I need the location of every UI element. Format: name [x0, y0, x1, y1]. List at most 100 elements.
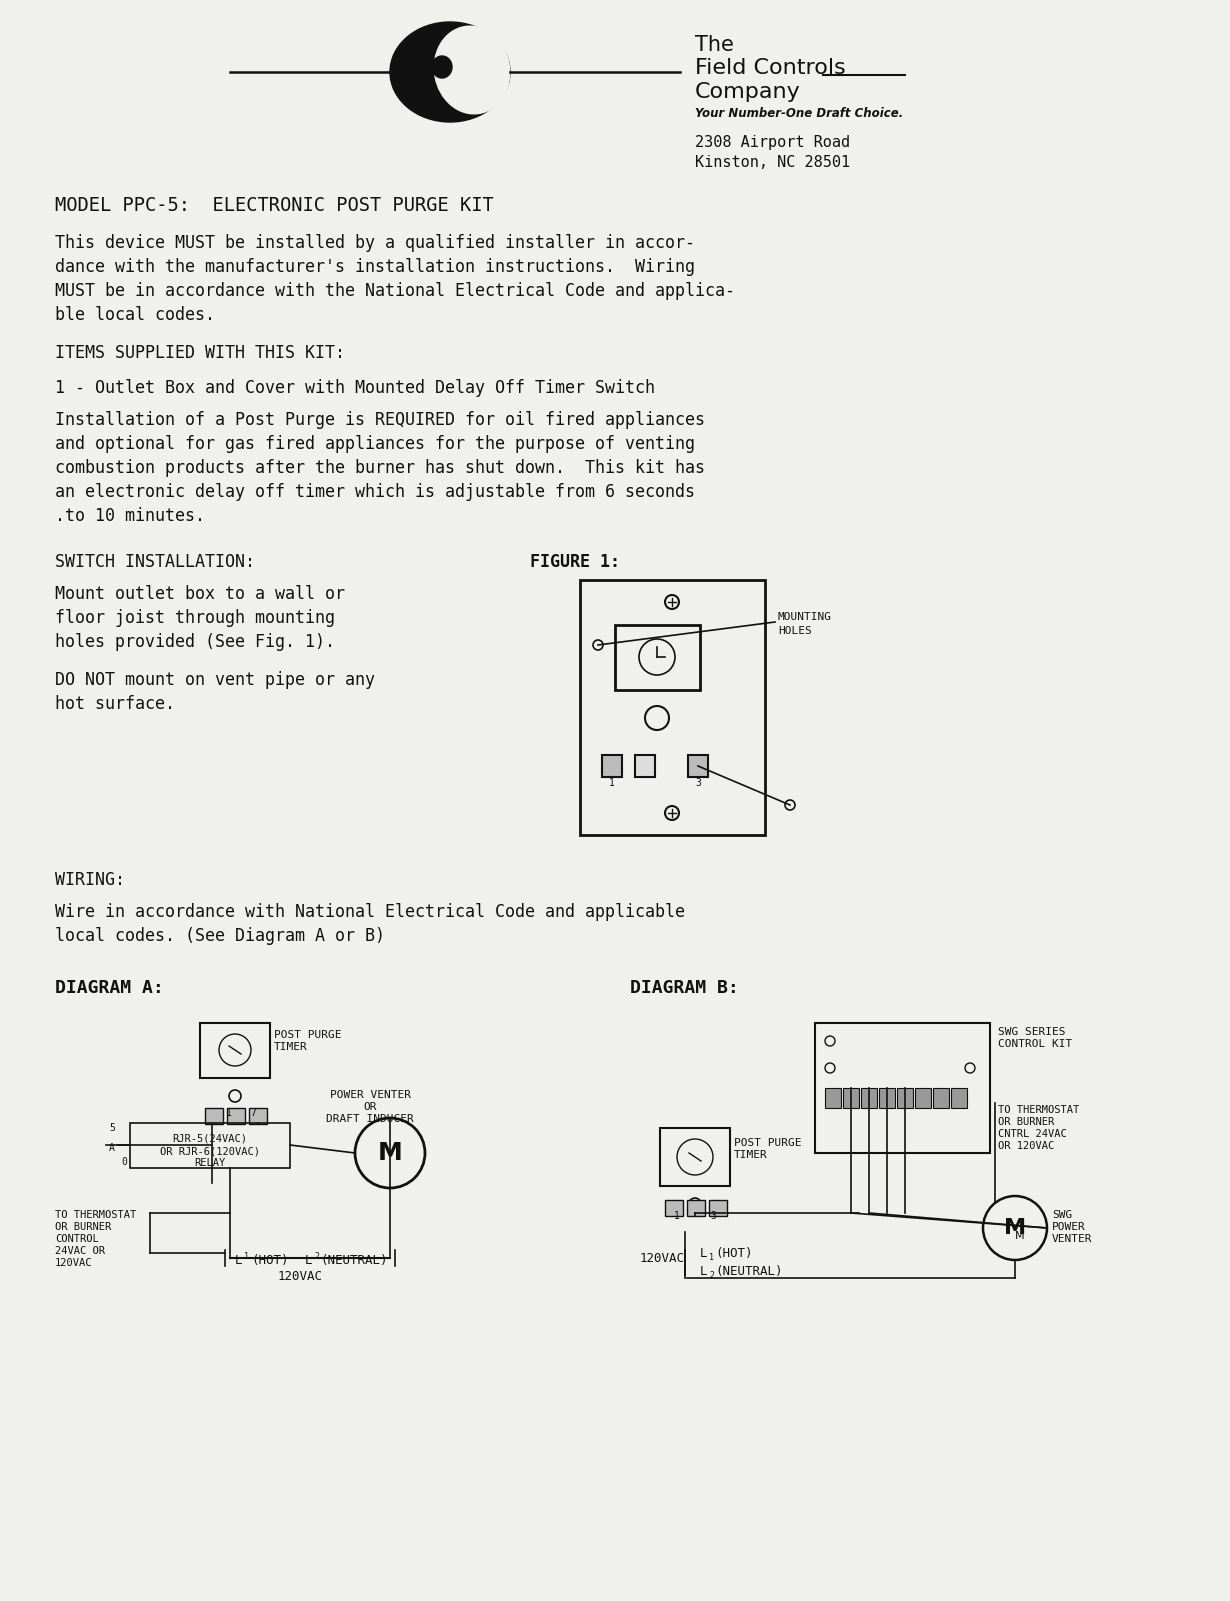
- Text: TO THERMOSTAT: TO THERMOSTAT: [55, 1210, 137, 1220]
- Text: DRAFT INDUCER: DRAFT INDUCER: [326, 1114, 413, 1124]
- Text: CONTROL KIT: CONTROL KIT: [998, 1039, 1073, 1049]
- Bar: [130, 1122, 290, 1169]
- Text: (NEUTRAL): (NEUTRAL): [320, 1254, 387, 1266]
- Text: (NEUTRAL): (NEUTRAL): [715, 1265, 782, 1278]
- Text: POST PURGE: POST PURGE: [274, 1029, 342, 1041]
- Text: FIGURE 1:: FIGURE 1:: [530, 552, 620, 572]
- Ellipse shape: [432, 56, 451, 78]
- Text: 0: 0: [121, 1158, 127, 1167]
- Text: 2: 2: [314, 1252, 319, 1260]
- Text: CNTRL 24VAC: CNTRL 24VAC: [998, 1129, 1066, 1138]
- Text: an electronic delay off timer which is adjustable from 6 seconds: an electronic delay off timer which is a…: [55, 484, 695, 501]
- Text: OR: OR: [363, 1101, 376, 1113]
- Text: ITEMS SUPPLIED WITH THIS KIT:: ITEMS SUPPLIED WITH THIS KIT:: [55, 344, 344, 362]
- Text: 2: 2: [708, 1271, 713, 1279]
- Text: DO NOT mount on vent pipe or any: DO NOT mount on vent pipe or any: [55, 671, 375, 688]
- Bar: [615, 624, 700, 690]
- Text: L: L: [700, 1265, 707, 1278]
- Bar: [581, 580, 765, 836]
- Text: 1 - Outlet Box and Cover with Mounted Delay Off Timer Switch: 1 - Outlet Box and Cover with Mounted De…: [55, 379, 656, 397]
- Text: Installation of a Post Purge is REQUIRED for oil fired appliances: Installation of a Post Purge is REQUIRED…: [55, 411, 705, 429]
- Text: POWER: POWER: [1052, 1222, 1086, 1233]
- Bar: [897, 1089, 913, 1108]
- Text: A: A: [109, 1143, 114, 1153]
- Ellipse shape: [434, 26, 509, 114]
- Text: TIMER: TIMER: [274, 1042, 308, 1052]
- Text: floor joist through mounting: floor joist through mounting: [55, 608, 335, 628]
- Text: RELAY: RELAY: [194, 1158, 225, 1169]
- Text: 120VAC: 120VAC: [278, 1270, 322, 1282]
- Text: and optional for gas fired appliances for the purpose of venting: and optional for gas fired appliances fo…: [55, 435, 695, 453]
- Text: OR RJR-6(120VAC): OR RJR-6(120VAC): [160, 1146, 260, 1156]
- Text: This device MUST be installed by a qualified installer in accor-: This device MUST be installed by a quali…: [55, 234, 695, 251]
- Text: local codes. (See Diagram A or B): local codes. (See Diagram A or B): [55, 927, 385, 945]
- Text: POST PURGE: POST PURGE: [734, 1138, 802, 1148]
- Text: POWER VENTER: POWER VENTER: [330, 1090, 411, 1100]
- Text: hot surface.: hot surface.: [55, 695, 175, 712]
- Text: 120VAC: 120VAC: [55, 1258, 92, 1268]
- Bar: [200, 1023, 271, 1077]
- Text: L: L: [305, 1254, 312, 1266]
- Text: L: L: [235, 1254, 242, 1266]
- Text: 2308 Airport Road: 2308 Airport Road: [695, 134, 850, 149]
- Text: 24VAC OR: 24VAC OR: [55, 1246, 105, 1257]
- Text: 5: 5: [109, 1122, 114, 1134]
- Bar: [815, 1023, 990, 1153]
- Text: The: The: [695, 35, 734, 54]
- Bar: [228, 1108, 245, 1124]
- Text: M: M: [378, 1142, 402, 1166]
- Text: RJR-5(24VAC): RJR-5(24VAC): [172, 1134, 247, 1143]
- Text: MODEL PPC-5:  ELECTRONIC POST PURGE KIT: MODEL PPC-5: ELECTRONIC POST PURGE KIT: [55, 195, 493, 215]
- Ellipse shape: [390, 22, 510, 122]
- Text: CONTROL: CONTROL: [55, 1234, 98, 1244]
- Bar: [635, 756, 656, 776]
- Text: dance with the manufacturer's installation instructions.  Wiring: dance with the manufacturer's installati…: [55, 258, 695, 275]
- Text: 1: 1: [609, 778, 615, 788]
- Bar: [601, 756, 622, 776]
- Text: TO THERMOSTAT: TO THERMOSTAT: [998, 1105, 1079, 1114]
- Text: Kinston, NC 28501: Kinston, NC 28501: [695, 155, 850, 170]
- Text: 1: 1: [674, 1210, 680, 1222]
- Bar: [688, 1201, 705, 1217]
- Text: Wire in accordance with National Electrical Code and applicable: Wire in accordance with National Electri…: [55, 903, 685, 921]
- Bar: [248, 1108, 267, 1124]
- Bar: [879, 1089, 895, 1108]
- Text: TIMER: TIMER: [734, 1150, 768, 1161]
- Text: MUST be in accordance with the National Electrical Code and applica-: MUST be in accordance with the National …: [55, 282, 736, 299]
- Bar: [661, 1129, 729, 1186]
- Text: 7: 7: [250, 1108, 256, 1117]
- Text: DIAGRAM A:: DIAGRAM A:: [55, 978, 164, 997]
- Text: 1: 1: [708, 1252, 713, 1262]
- Bar: [665, 1201, 683, 1217]
- Bar: [708, 1201, 727, 1217]
- Bar: [843, 1089, 859, 1108]
- Text: 1: 1: [226, 1108, 232, 1117]
- Bar: [915, 1089, 931, 1108]
- Text: Company: Company: [695, 82, 801, 102]
- Text: OR BURNER: OR BURNER: [55, 1222, 111, 1233]
- Text: M: M: [1004, 1218, 1026, 1238]
- Text: .to 10 minutes.: .to 10 minutes.: [55, 508, 205, 525]
- Bar: [825, 1089, 841, 1108]
- Text: DIAGRAM B:: DIAGRAM B:: [630, 978, 739, 997]
- Text: Mount outlet box to a wall or: Mount outlet box to a wall or: [55, 584, 344, 604]
- Text: WIRING:: WIRING:: [55, 871, 125, 889]
- Text: (HOT): (HOT): [251, 1254, 289, 1266]
- Text: ble local codes.: ble local codes.: [55, 306, 215, 323]
- Text: (HOT): (HOT): [715, 1247, 753, 1260]
- Text: HOLES: HOLES: [779, 626, 812, 636]
- Text: MOUNTING: MOUNTING: [779, 612, 831, 623]
- Text: SWITCH INSTALLATION:: SWITCH INSTALLATION:: [55, 552, 255, 572]
- Text: Your Number-One Draft Choice.: Your Number-One Draft Choice.: [695, 107, 903, 120]
- Bar: [861, 1089, 877, 1108]
- Bar: [205, 1108, 223, 1124]
- Text: OR BURNER: OR BURNER: [998, 1117, 1054, 1127]
- Text: SWG SERIES: SWG SERIES: [998, 1026, 1065, 1037]
- Text: combustion products after the burner has shut down.  This kit has: combustion products after the burner has…: [55, 459, 705, 477]
- Text: Field Controls: Field Controls: [695, 58, 846, 78]
- Text: 3: 3: [710, 1210, 716, 1222]
- Text: L: L: [700, 1247, 707, 1260]
- Text: M: M: [1015, 1231, 1025, 1241]
- Bar: [951, 1089, 967, 1108]
- Text: VENTER: VENTER: [1052, 1234, 1092, 1244]
